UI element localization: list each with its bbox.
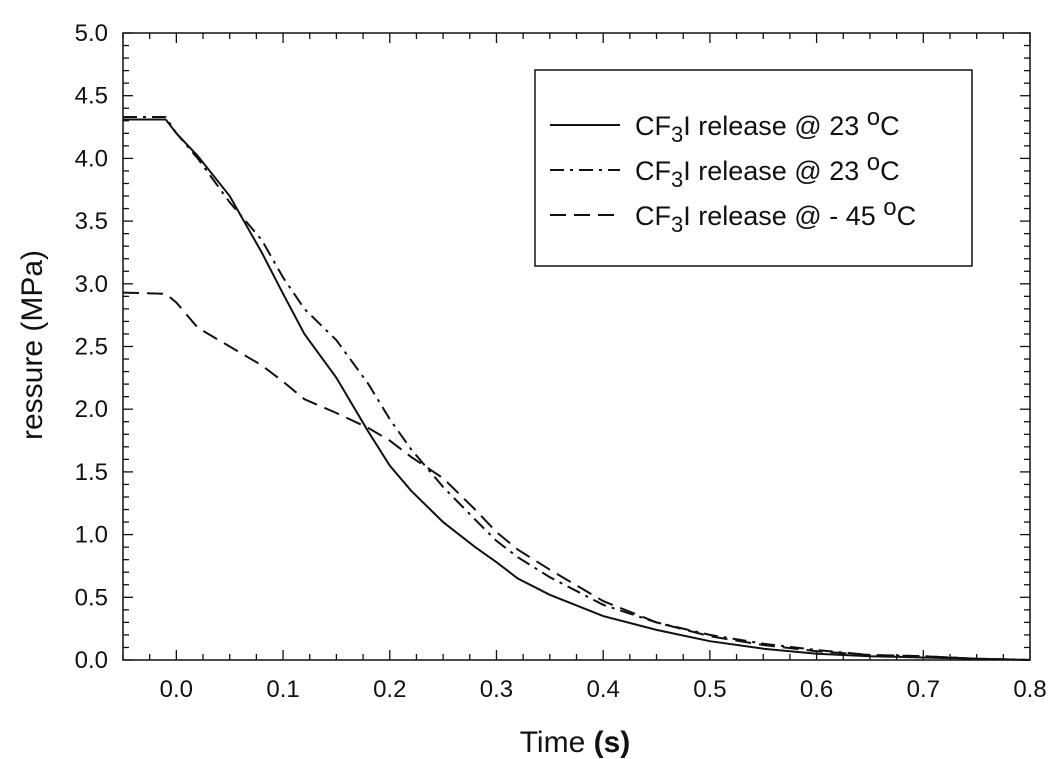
y-tick-label: 4.5 xyxy=(75,83,108,110)
y-tick-label: 1.5 xyxy=(75,459,108,486)
y-tick-label: 2.5 xyxy=(75,334,108,361)
legend-label-1: CF3I release @ 23 oC xyxy=(635,104,900,147)
y-tick-label: 0.5 xyxy=(75,584,108,611)
x-axis-title-unit: (s) xyxy=(594,726,631,759)
legend-box xyxy=(534,69,973,267)
x-tick-label: 0.7 xyxy=(907,676,940,703)
legend-label-part: CF xyxy=(635,201,671,231)
y-axis-ticks: 0.0 0.5 1.0 1.5 2.0 2.5 3.0 3.5 4.0 4.5 5.0 xyxy=(75,20,1030,674)
y-tick-label: 3.5 xyxy=(75,208,108,235)
legend-label-part: CF xyxy=(635,156,671,186)
series-line-1 xyxy=(123,118,1031,661)
y-tick-label: 4.0 xyxy=(75,145,108,172)
x-axis-title: Time (s) xyxy=(520,726,631,759)
legend-label-part: I release @ 23 xyxy=(683,111,867,141)
y-tick-label: 0.0 xyxy=(75,647,108,674)
x-tick-label: 0.3 xyxy=(480,676,513,703)
x-axis-ticks: 0.0 0.1 0.2 0.3 0.4 0.5 0.6 0.7 0.8 xyxy=(122,33,1047,703)
legend-label-part: I release @ 23 xyxy=(683,156,867,186)
x-axis-title-main: Time xyxy=(520,726,594,759)
legend-label-part: 3 xyxy=(671,167,683,192)
x-tick-label: 0.6 xyxy=(800,676,833,703)
x-tick-label: 0.1 xyxy=(266,676,299,703)
legend-label-part: CF xyxy=(635,111,671,141)
legend-label-part: o xyxy=(867,104,880,131)
legend-label-3: CF3I release @ - 45 oC xyxy=(635,194,916,237)
legend-label-part: C xyxy=(897,201,917,231)
legend-label-part: C xyxy=(880,156,900,186)
legend-label-2: CF3I release @ 23 oC xyxy=(635,149,900,192)
legend-label-part: 3 xyxy=(671,122,683,147)
y-tick-label: 3.0 xyxy=(75,271,108,298)
y-tick-label: 5.0 xyxy=(75,20,108,47)
y-tick-label: 2.0 xyxy=(75,396,108,423)
legend-label-part: C xyxy=(880,111,900,141)
series-lines xyxy=(122,116,1031,661)
legend-label-part: o xyxy=(867,149,880,176)
series-line-2 xyxy=(123,116,1031,661)
y-tick-label: 1.0 xyxy=(75,522,108,549)
x-tick-label: 0.8 xyxy=(1013,676,1046,703)
y-axis-title: ressure (MPa) xyxy=(16,250,49,440)
x-tick-label: 0.0 xyxy=(160,676,193,703)
legend-label-part: I release @ - 45 xyxy=(683,201,883,231)
x-tick-label: 0.5 xyxy=(693,676,726,703)
legend-label-part: 3 xyxy=(671,212,683,237)
legend-label-part: o xyxy=(883,194,896,221)
x-tick-label: 0.4 xyxy=(586,676,619,703)
x-tick-label: 0.2 xyxy=(373,676,406,703)
series-line-3 xyxy=(122,291,1031,661)
